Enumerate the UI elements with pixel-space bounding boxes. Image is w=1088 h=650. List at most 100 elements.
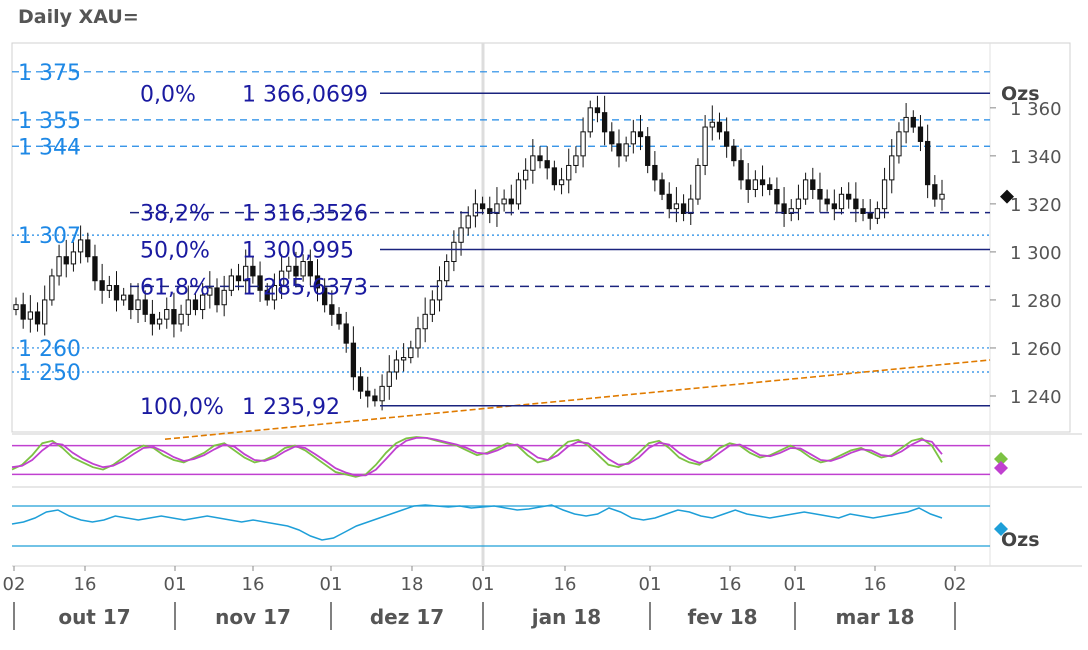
candle-body [70, 251, 77, 265]
last-price-marker [1000, 189, 1014, 204]
candle-body [666, 193, 672, 210]
candle-body [56, 256, 62, 277]
candle-body [293, 265, 299, 277]
candle-body [77, 239, 84, 253]
candle-body [357, 376, 364, 392]
x-day-label: 18 [401, 574, 424, 595]
x-day-label: 01 [472, 574, 495, 595]
candle-body [838, 193, 845, 210]
candle-body [774, 188, 780, 205]
candle-body [350, 342, 357, 378]
candle-body [609, 131, 615, 145]
stoch-d-line [11, 436, 943, 477]
candle-body [645, 136, 651, 166]
candle-body [458, 227, 464, 243]
candle-body [788, 208, 794, 214]
candle-body [20, 304, 26, 320]
candle-body [616, 143, 622, 157]
unit-label: Ozs [1001, 529, 1040, 551]
candle-body [853, 198, 859, 210]
fib-pct-label: 61,8% [140, 275, 210, 300]
fib-pct-label: 100,0% [140, 395, 224, 420]
candle-body [235, 275, 242, 282]
fib-pct-label: 38,2% [140, 202, 210, 227]
candle-body [723, 131, 730, 147]
candle-body [688, 198, 694, 214]
x-day-label: 16 [242, 574, 265, 595]
x-month-label: nov 17 [215, 605, 291, 629]
momentum-marker [994, 522, 1008, 536]
candle-body [408, 347, 414, 359]
candle-body [824, 198, 830, 205]
candle-body [444, 261, 450, 282]
level-label: 1 375 [18, 61, 81, 86]
candle-body [13, 304, 19, 311]
candle-body [738, 160, 744, 181]
unit-label: Ozs [1001, 83, 1040, 105]
trend-line [164, 359, 991, 441]
x-day-label: 02 [3, 574, 26, 595]
candle-body [99, 280, 105, 291]
candle-body [781, 203, 787, 214]
candle-body [558, 179, 565, 186]
candle-body [379, 385, 385, 402]
candle-body [702, 126, 708, 166]
fib-pct-label: 50,0% [140, 239, 210, 264]
y-tick-label: 1 320 [1010, 195, 1062, 216]
candle-body [903, 116, 909, 133]
candle-body [501, 198, 507, 205]
y-tick-label: 1 300 [1010, 243, 1062, 264]
candle-body [207, 287, 213, 296]
candle-body [846, 193, 852, 200]
candle-body [336, 313, 342, 325]
candle-body [307, 261, 313, 277]
candle-body [745, 179, 751, 190]
candle-body [185, 299, 191, 315]
candle-body [451, 241, 457, 263]
x-day-label: 01 [784, 574, 807, 595]
candle-body [896, 131, 902, 157]
candle-body [300, 261, 306, 277]
candle-body [121, 294, 127, 301]
candle-body [537, 155, 543, 162]
candle-body [436, 280, 443, 301]
candle-body [881, 179, 888, 210]
stoch-d-marker [994, 461, 1008, 475]
candle-body [573, 155, 579, 166]
candle-body [802, 179, 809, 200]
candle-body [243, 265, 249, 282]
candle-body [544, 160, 550, 169]
candle-body [487, 208, 493, 214]
y-tick-label: 1 340 [1010, 147, 1062, 168]
x-day-label: 01 [320, 574, 343, 595]
candle-body [695, 164, 701, 200]
candle-body [429, 299, 435, 315]
candle-body [171, 309, 177, 325]
candle-body [329, 304, 335, 315]
candle-body [680, 203, 687, 214]
candle-body [465, 215, 471, 229]
candle-body [400, 357, 407, 361]
candle-body [149, 313, 156, 325]
candle-body [530, 155, 536, 171]
candle-body [494, 203, 500, 214]
candle-body [508, 198, 514, 205]
candle-body [178, 313, 184, 325]
candle-body [566, 164, 572, 181]
level-label: 1 260 [18, 337, 81, 362]
candle-body [257, 275, 263, 291]
candle-body [415, 328, 421, 349]
candle-body [314, 275, 321, 289]
candle-body [652, 164, 658, 181]
candle-body [278, 270, 285, 287]
candle-body [874, 208, 881, 219]
candle-body [85, 239, 91, 258]
y-tick-label: 1 280 [1010, 291, 1062, 312]
candle-body [372, 395, 378, 402]
candle-body [250, 265, 256, 277]
x-day-label: 02 [944, 574, 967, 595]
candle-body [221, 289, 227, 306]
candle-body [767, 184, 773, 190]
x-day-label: 01 [639, 574, 662, 595]
